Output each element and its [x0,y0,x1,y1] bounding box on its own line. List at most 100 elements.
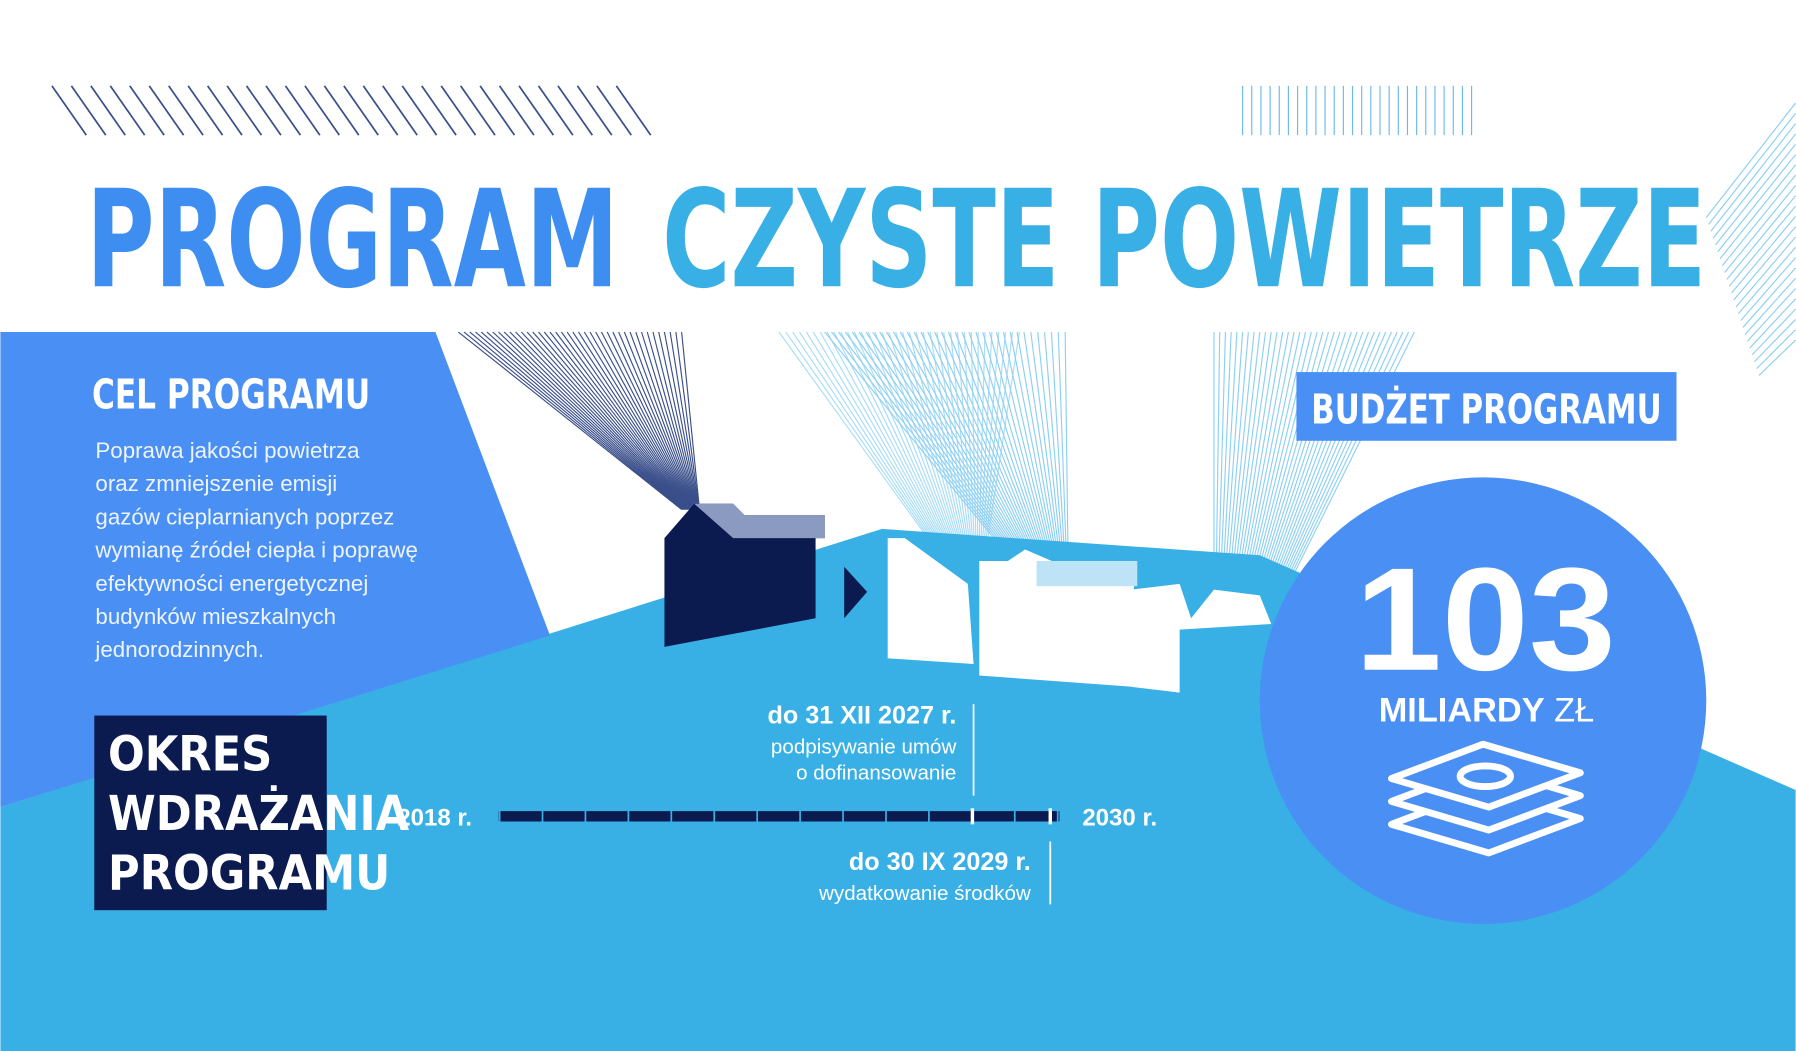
beam [895,331,958,539]
beam [1219,331,1232,590]
beam [908,331,961,539]
milestone-date: do 31 XII 2027 r. [767,702,956,730]
timeline-ticks [498,808,1059,825]
beam [968,331,1045,556]
beam [851,331,1016,556]
stripe [1719,164,1796,260]
beam [1244,331,1301,590]
beam [915,331,963,539]
beam [956,331,973,539]
smoke [572,331,692,510]
milestone-text: o dofinansowanie [796,762,956,785]
beam [976,332,979,539]
beam [840,331,944,539]
smoke [612,331,695,510]
period-line: WDRAŻANIA [108,785,410,842]
beam [1009,331,1055,556]
beam [805,331,936,539]
goal-line: budynków mieszkalnych [95,604,336,629]
stripe [265,85,302,136]
smoke [583,331,693,510]
budget-heading: BUDŻET PROGRAMU [1311,386,1661,434]
beam [961,331,1043,556]
smoke [589,331,693,510]
smoke [532,331,689,510]
beam [812,331,937,539]
smoke [658,331,699,510]
stripe [362,85,399,136]
beam [879,331,1023,556]
smoke [606,331,695,510]
stripe [1735,236,1796,308]
stripe [1710,123,1796,232]
stripe [1717,154,1796,253]
roof [1036,560,1138,587]
smoke [480,331,684,510]
stripe [1712,133,1796,239]
smoke [635,331,697,510]
smoke [492,331,685,510]
beam [831,331,1011,556]
stripe [1726,195,1796,280]
beam [853,331,948,539]
beam [1016,331,1057,556]
beam [929,331,967,539]
stripe [1705,102,1796,218]
period-line: OKRES [108,727,272,783]
smoke [681,331,701,510]
stripe [323,85,360,136]
goal-text: Poprawa jakości powietrza oraz zmniejszen… [94,438,417,662]
goal-line: efektywności energetycznej [95,571,368,596]
stripe [401,85,438,136]
beam [1215,332,1221,590]
smoke [663,331,699,510]
beam [913,331,1031,556]
beam [778,331,929,539]
goal-line: wymianę źródeł ciepła i poprawę [94,538,417,563]
smoke [538,331,689,510]
stripe [382,85,418,136]
beam [1223,331,1244,590]
stripe [148,85,185,136]
stripe [245,85,282,136]
smoke [618,331,695,510]
beam [1030,331,1060,556]
milestone-text: podpisywanie umów [771,735,957,758]
beam [1002,331,1054,556]
smoke [652,331,698,510]
smoke [475,331,684,510]
beam [865,331,1019,556]
stripe [284,85,321,136]
goal-heading: CEL PROGRAMU [92,371,370,419]
beam [934,331,1036,556]
stripe [479,85,516,136]
beam [970,332,977,539]
beam [1242,331,1295,590]
beam [1236,331,1278,590]
smoke [549,331,690,510]
beam [1221,331,1238,590]
stripe [1747,288,1796,342]
beam [799,331,934,539]
beam [872,331,1021,556]
beam [1225,331,1249,590]
budget-box [1296,372,1677,441]
beam [785,331,930,539]
money-icon [1388,740,1584,857]
beam [833,331,943,539]
beam [950,331,972,539]
beam [1217,331,1227,590]
stripe [70,85,107,136]
stripe [51,85,87,136]
stripe [168,85,204,136]
beam [902,331,960,539]
smoke [675,331,700,510]
timeline-start: 2018 r. [397,804,472,831]
stripe [1742,267,1796,328]
beam [792,331,932,539]
beam [847,331,946,539]
beam [1057,331,1067,556]
